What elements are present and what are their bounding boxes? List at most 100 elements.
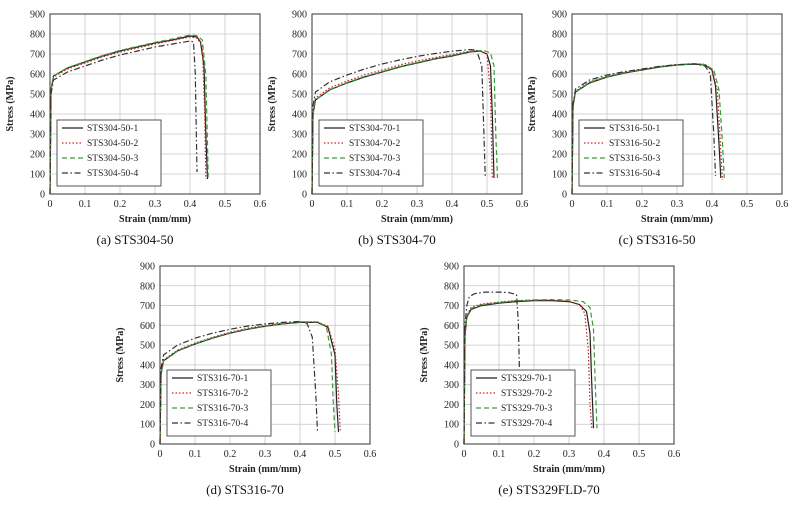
x-tick-label: 0.1 bbox=[493, 449, 506, 460]
chart-panel-b: 0 0.1 0.2 0.3 0.4 0.5 0.6 0 100 200 300 400 500 600 70… bbox=[262, 0, 532, 250]
chart-caption-e: (e) STS329FLD-70 bbox=[498, 482, 600, 497]
x-tick-label: 0.1 bbox=[189, 449, 202, 460]
chart-caption-a: (a) STS304-50 bbox=[96, 232, 174, 247]
legend-label: STS304-50-2 bbox=[87, 139, 138, 149]
x-tick-label: 0.4 bbox=[598, 449, 611, 460]
y-tick-label: 200 bbox=[444, 400, 459, 411]
y-tick-label: 800 bbox=[30, 30, 45, 41]
x-tick-label: 0.3 bbox=[149, 199, 162, 210]
x-axis-label: Strain (mm/mm) bbox=[641, 214, 713, 225]
chart-caption-d: (d) STS316-70 bbox=[206, 482, 284, 497]
chart-panel-d: 0 0.1 0.2 0.3 0.4 0.5 0.6 0 100 200 300 400 500 600 70… bbox=[110, 252, 380, 506]
legend-label: STS304-70-1 bbox=[349, 124, 400, 134]
y-tick-label: 700 bbox=[552, 50, 567, 61]
x-tick-label: 0.6 bbox=[364, 449, 377, 460]
legend-label: STS304-50-1 bbox=[87, 124, 138, 134]
y-tick-label: 600 bbox=[444, 321, 459, 332]
legend-box bbox=[578, 119, 684, 187]
x-tick-label: 0.1 bbox=[79, 199, 92, 210]
x-tick-label: 0.6 bbox=[254, 199, 267, 210]
y-tick-label: 900 bbox=[444, 262, 459, 273]
y-tick-label: 900 bbox=[292, 10, 307, 21]
y-tick-label: 500 bbox=[30, 90, 45, 101]
x-tick-label: 0.2 bbox=[528, 449, 541, 460]
x-tick-label: 0.4 bbox=[706, 199, 719, 210]
legend-label: STS329-70-1 bbox=[501, 374, 552, 384]
plot-frame bbox=[571, 13, 783, 195]
y-tick-label: 400 bbox=[292, 110, 307, 121]
series-line-c-3 bbox=[571, 63, 725, 195]
legend-label: STS316-70-1 bbox=[197, 374, 248, 384]
x-tick-label: 0.4 bbox=[184, 199, 197, 210]
chart-panel-a: 0 0.1 0.2 0.3 0.4 0.5 0.6 0 100 200 300 400 500 600 70… bbox=[0, 0, 270, 250]
chart-d-svg: 0 0.1 0.2 0.3 0.4 0.5 0.6 0 100 200 300 400 500 600 70… bbox=[115, 262, 377, 476]
x-tick-label: 0.2 bbox=[114, 199, 127, 210]
series-line-b-2 bbox=[311, 49, 493, 195]
x-tick-label: 0 bbox=[570, 199, 575, 210]
y-tick-label: 200 bbox=[140, 400, 155, 411]
legend-label: STS329-70-4 bbox=[501, 419, 552, 429]
chart-c-svg: 0 0.1 0.2 0.3 0.4 0.5 0.6 0 100 200 300 400 500 600 70… bbox=[527, 10, 788, 226]
x-tick-label: 0.5 bbox=[481, 199, 494, 210]
y-tick-label: 100 bbox=[140, 420, 155, 431]
x-axis-label: Strain (mm/mm) bbox=[229, 464, 301, 475]
y-tick-label: 500 bbox=[444, 341, 459, 352]
x-tick-label: 0.3 bbox=[259, 449, 272, 460]
y-tick-label: 600 bbox=[552, 70, 567, 81]
legend-label: STS316-70-3 bbox=[197, 404, 248, 414]
y-tick-label: 900 bbox=[552, 10, 567, 21]
chart-panel-e: 0 0.1 0.2 0.3 0.4 0.5 0.6 0 100 200 300 400 500 600 70… bbox=[414, 252, 684, 506]
x-tick-label: 0.6 bbox=[668, 449, 681, 460]
legend-label: STS304-50-3 bbox=[87, 154, 138, 164]
x-tick-label: 0.1 bbox=[601, 199, 614, 210]
x-axis-label: Strain (mm/mm) bbox=[119, 214, 191, 225]
y-tick-label: 400 bbox=[552, 110, 567, 121]
y-tick-label: 200 bbox=[30, 150, 45, 161]
x-tick-label: 0.5 bbox=[741, 199, 754, 210]
y-tick-label: 800 bbox=[140, 281, 155, 292]
y-tick-label: 0 bbox=[302, 190, 307, 201]
series-line-e-4 bbox=[463, 291, 522, 445]
y-tick-label: 500 bbox=[140, 341, 155, 352]
x-tick-label: 0 bbox=[158, 449, 163, 460]
y-tick-label: 100 bbox=[30, 170, 45, 181]
y-tick-label: 800 bbox=[292, 30, 307, 41]
legend-label: STS316-50-4 bbox=[609, 169, 660, 179]
legend-label: STS304-70-4 bbox=[349, 169, 400, 179]
x-tick-label: 0.2 bbox=[636, 199, 649, 210]
y-tick-label: 900 bbox=[140, 262, 155, 273]
x-tick-label: 0.4 bbox=[294, 449, 307, 460]
y-tick-label: 800 bbox=[444, 281, 459, 292]
legend-box bbox=[470, 369, 576, 437]
x-tick-label: 0 bbox=[48, 199, 53, 210]
series-line-a-4 bbox=[49, 40, 198, 195]
y-tick-label: 100 bbox=[552, 170, 567, 181]
series-line-d-4 bbox=[159, 320, 319, 445]
x-tick-label: 0.5 bbox=[329, 449, 342, 460]
x-tick-label: 0 bbox=[462, 449, 467, 460]
legend-label: STS304-70-2 bbox=[349, 139, 400, 149]
y-tick-label: 600 bbox=[30, 70, 45, 81]
chart-caption-c: (c) STS316-50 bbox=[618, 232, 696, 247]
y-tick-label: 300 bbox=[140, 380, 155, 391]
legend-box bbox=[318, 119, 424, 187]
legend-label: STS316-50-3 bbox=[609, 154, 660, 164]
y-tick-label: 300 bbox=[552, 130, 567, 141]
y-tick-label: 800 bbox=[552, 30, 567, 41]
x-tick-label: 0.2 bbox=[224, 449, 237, 460]
legend-label: STS316-50-1 bbox=[609, 124, 660, 134]
y-tick-label: 0 bbox=[150, 440, 155, 451]
y-axis-label: Stress (MPa) bbox=[115, 327, 126, 382]
y-tick-label: 700 bbox=[30, 50, 45, 61]
y-tick-label: 300 bbox=[444, 380, 459, 391]
y-axis-label: Stress (MPa) bbox=[419, 327, 430, 382]
y-tick-label: 0 bbox=[454, 440, 459, 451]
y-tick-label: 100 bbox=[292, 170, 307, 181]
y-tick-label: 200 bbox=[552, 150, 567, 161]
legend-label: STS304-50-4 bbox=[87, 169, 138, 179]
legend-box bbox=[56, 119, 162, 187]
series-line-c-4 bbox=[571, 63, 717, 195]
legend-label: STS316-70-4 bbox=[197, 419, 248, 429]
series-line-b-4 bbox=[311, 48, 486, 195]
x-tick-label: 0.1 bbox=[341, 199, 354, 210]
